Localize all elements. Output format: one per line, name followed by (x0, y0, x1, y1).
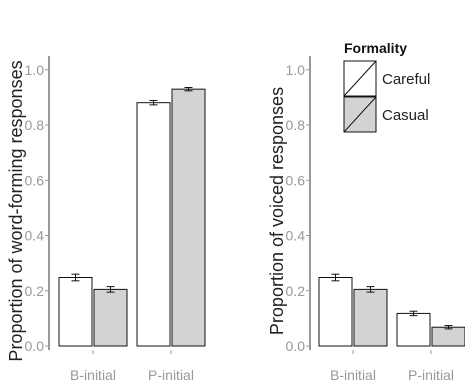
legend-key-diagonal (343, 60, 377, 97)
y-tick-label: 0.8 (286, 117, 306, 133)
y-tick-label: 0.4 (286, 228, 306, 244)
y-tick-label: 0.2 (25, 283, 45, 299)
chart-panel-2: 0.0 0.2 0.4 0.6 0.8 1.0 Proportion of voiced r… (267, 56, 465, 383)
bar-casual-b-initial (353, 288, 388, 347)
bar-casual-b-initial (93, 288, 128, 347)
bar-casual-p-initial (431, 326, 465, 347)
y-tick-label: 0.8 (25, 117, 45, 133)
bar-careful-b-initial (58, 277, 93, 347)
y-tick-label: 1.0 (25, 62, 45, 78)
y-tick-label: 0.2 (286, 283, 306, 299)
x-tick-label: P-initial (408, 367, 454, 383)
legend: Formality Careful Casual (343, 40, 430, 133)
y-tick-label: 1.0 (286, 62, 306, 78)
x-tick-label: P-initial (148, 367, 194, 383)
x-tick-label: B-initial (330, 367, 376, 383)
y-tick-label: 0.6 (25, 172, 45, 188)
legend-label-casual: Casual (382, 107, 429, 124)
legend-key-diagonal (343, 96, 377, 133)
bar-casual-p-initial (171, 88, 206, 347)
bar-careful-p-initial (396, 312, 431, 347)
bar-careful-b-initial (318, 277, 353, 347)
y-axis-label: Proportion of voiced responses (267, 87, 287, 335)
y-axis-label: Proportion of word-forming responses (6, 60, 26, 361)
x-tick-label: B-initial (70, 367, 116, 383)
y-tick-label: 0.0 (286, 338, 306, 354)
y-tick-label: 0.4 (25, 228, 45, 244)
bar-careful-p-initial (136, 102, 171, 347)
legend-label-careful: Careful (382, 71, 430, 88)
legend-title: Formality (344, 40, 407, 56)
y-tick-label: 0.0 (25, 338, 45, 354)
y-tick-label: 0.6 (286, 172, 306, 188)
